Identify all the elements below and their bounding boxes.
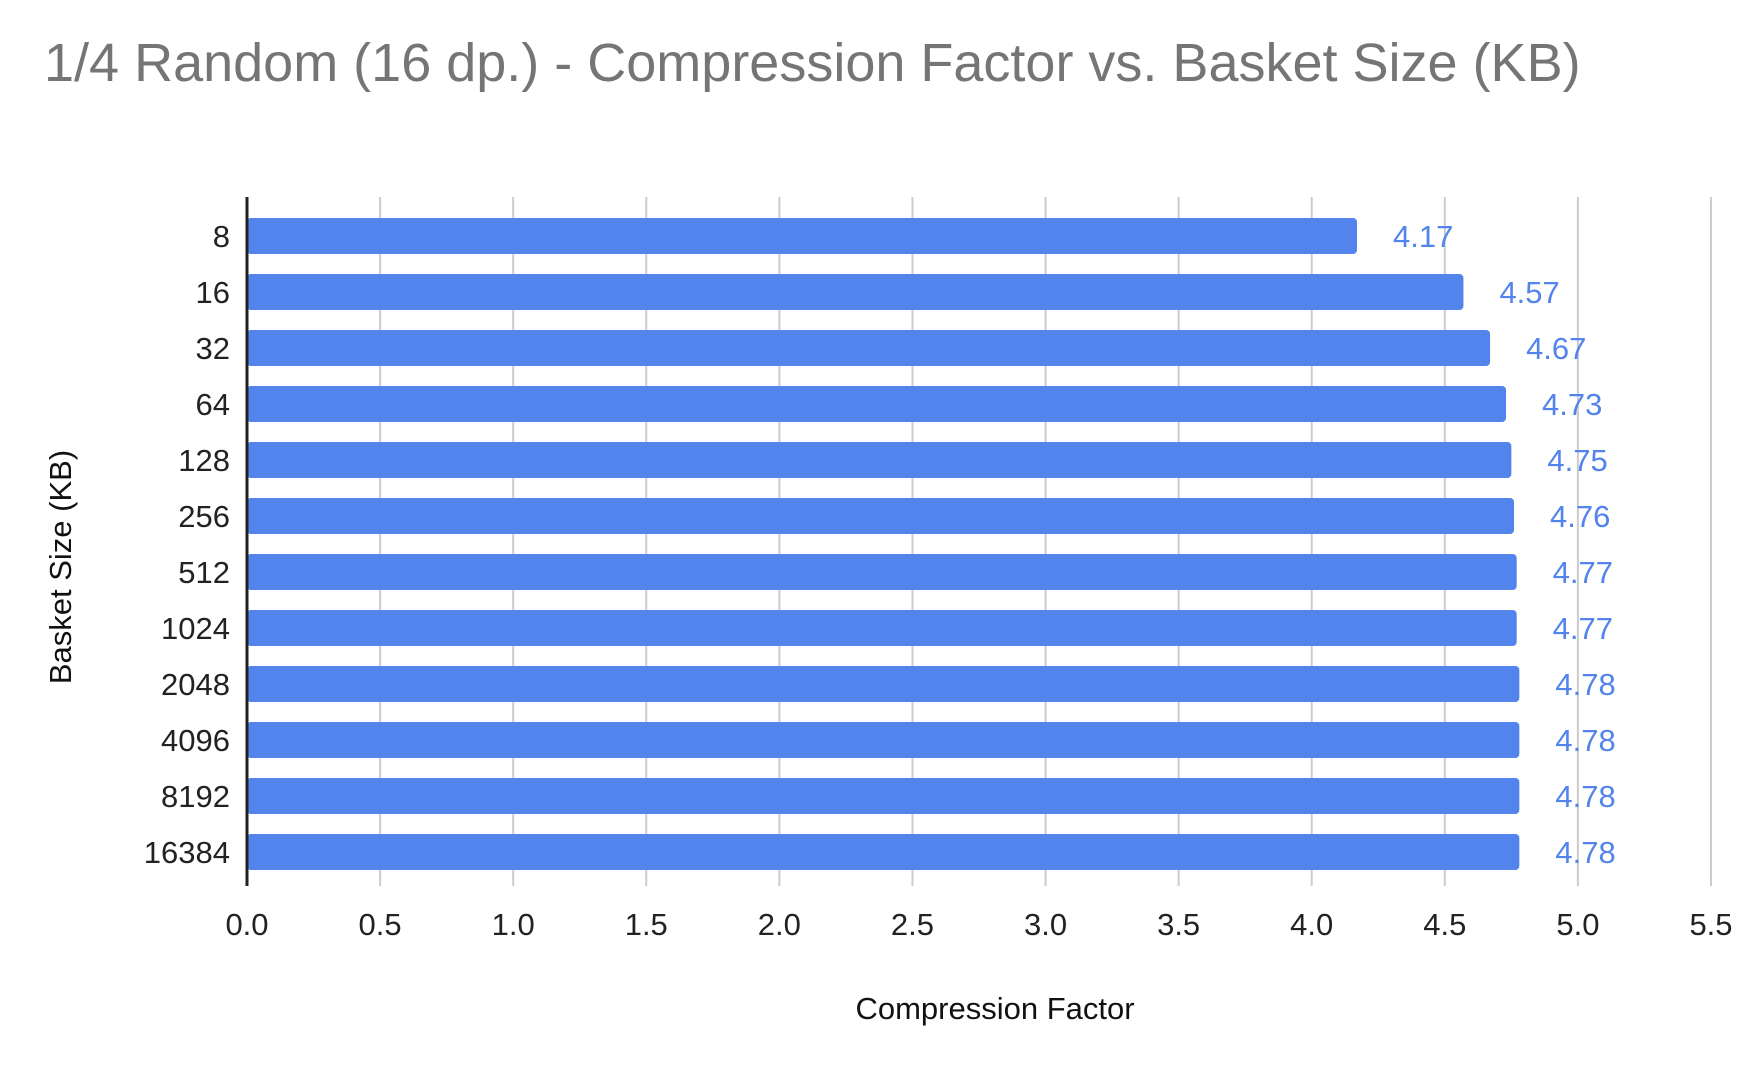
bar [247, 778, 1520, 814]
bar [247, 218, 1357, 254]
x-tick-label: 3.5 [1157, 907, 1200, 942]
data-label: 4.78 [1555, 667, 1615, 702]
x-tick-label: 0.0 [225, 907, 268, 942]
data-label: 4.78 [1555, 723, 1615, 758]
data-label: 4.78 [1555, 779, 1615, 814]
y-category-label: 1024 [161, 611, 230, 646]
data-label: 4.73 [1542, 387, 1602, 422]
x-tick-label: 3.0 [1024, 907, 1067, 942]
x-tick-label: 5.5 [1689, 907, 1732, 942]
data-label: 4.77 [1553, 611, 1613, 646]
y-category-label: 32 [196, 331, 230, 366]
bar [247, 610, 1517, 646]
x-tick-label: 4.5 [1423, 907, 1466, 942]
bar [247, 386, 1507, 422]
bars [247, 218, 1520, 870]
y-category-label: 8192 [161, 779, 230, 814]
x-tick-label: 1.5 [625, 907, 668, 942]
y-category-label: 16 [196, 275, 230, 310]
data-labels: 4.17 4.57 4.67 4.73 4.75 4.76 4.77 4.77 4.78 4.78… [1393, 219, 1616, 870]
y-category-label: 128 [178, 443, 230, 478]
chart-title: 1/4 Random (16 dp.) - Compression Factor… [44, 33, 1581, 93]
y-category-label: 512 [178, 555, 230, 590]
x-axis-title: Compression Factor [855, 991, 1134, 1026]
data-label: 4.75 [1547, 443, 1607, 478]
bar [247, 498, 1515, 534]
bar [247, 722, 1520, 758]
x-tick-label: 2.5 [891, 907, 934, 942]
bar [247, 666, 1520, 702]
data-label: 4.17 [1393, 219, 1453, 254]
gridlines [379, 197, 1712, 886]
x-axis-tick-labels: 0.0 0.5 1.0 1.5 2.0 2.5 3.0 3.5 4.0 4.5 5.0 5.5 [225, 907, 1732, 942]
y-category-label: 4096 [161, 723, 230, 758]
x-tick-label: 2.0 [758, 907, 801, 942]
x-tick-label: 5.0 [1556, 907, 1599, 942]
bar [247, 834, 1520, 870]
y-category-label: 16384 [144, 835, 230, 870]
bar [247, 330, 1491, 366]
data-label: 4.78 [1555, 835, 1615, 870]
y-axis-category-labels: 8 16 32 64 128 256 512 1024 2048 4096 8192 16384 [144, 219, 230, 870]
data-label: 4.77 [1553, 555, 1613, 590]
y-axis-title: Basket Size (KB) [43, 450, 78, 684]
data-label: 4.76 [1550, 499, 1610, 534]
x-tick-label: 4.0 [1290, 907, 1333, 942]
y-category-label: 64 [196, 387, 230, 422]
y-category-label: 256 [178, 499, 230, 534]
x-tick-label: 0.5 [359, 907, 402, 942]
y-category-label: 8 [213, 219, 230, 254]
bar [247, 442, 1512, 478]
y-category-label: 2048 [161, 667, 230, 702]
data-label: 4.67 [1526, 331, 1586, 366]
bar [247, 274, 1464, 310]
bar [247, 554, 1517, 590]
data-label: 4.57 [1499, 275, 1559, 310]
x-tick-label: 1.0 [492, 907, 535, 942]
